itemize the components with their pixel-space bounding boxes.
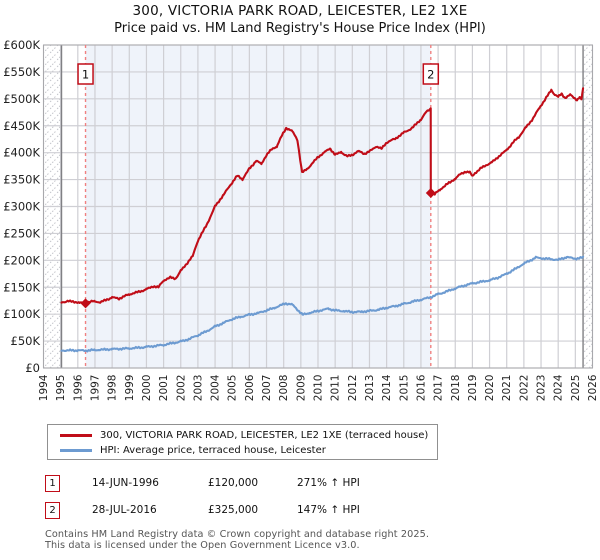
svg-text:2018: 2018 bbox=[450, 375, 462, 402]
svg-text:£100K: £100K bbox=[3, 307, 40, 321]
svg-text:2019: 2019 bbox=[467, 375, 479, 402]
transaction-row-2: 2 28-JUL-2016 £325,000 147% ↑ HPI bbox=[0, 502, 600, 522]
copyright-line: Contains HM Land Registry data © Crown c… bbox=[45, 529, 430, 540]
transaction-2-marker: 2 bbox=[45, 502, 60, 519]
blue-line-swatch bbox=[60, 449, 92, 452]
svg-text:2001: 2001 bbox=[158, 375, 170, 402]
svg-text:1996: 1996 bbox=[72, 374, 84, 401]
svg-text:2020: 2020 bbox=[484, 375, 496, 402]
svg-text:£250K: £250K bbox=[3, 226, 40, 240]
svg-text:2010: 2010 bbox=[313, 375, 325, 402]
svg-text:£50K: £50K bbox=[11, 334, 41, 348]
red-line-swatch bbox=[60, 434, 92, 437]
svg-text:1998: 1998 bbox=[107, 375, 119, 402]
svg-text:2016: 2016 bbox=[415, 374, 427, 401]
svg-text:2008: 2008 bbox=[278, 375, 290, 402]
legend-item-hpi: HPI: Average price, terraced house, Leic… bbox=[60, 443, 437, 458]
svg-text:£200K: £200K bbox=[3, 253, 40, 267]
svg-text:£500K: £500K bbox=[3, 92, 40, 106]
transaction-1-marker: 1 bbox=[45, 475, 60, 492]
svg-text:2004: 2004 bbox=[210, 374, 222, 401]
svg-text:2025: 2025 bbox=[570, 375, 582, 402]
transaction-row-1: 1 14-JUN-1996 £120,000 271% ↑ HPI bbox=[0, 475, 600, 495]
svg-text:2006: 2006 bbox=[244, 374, 256, 401]
svg-text:2024: 2024 bbox=[553, 374, 565, 401]
svg-text:1997: 1997 bbox=[89, 375, 101, 402]
svg-text:2002: 2002 bbox=[175, 375, 187, 402]
svg-text:1: 1 bbox=[82, 68, 89, 82]
svg-text:£350K: £350K bbox=[3, 173, 40, 187]
transaction-1-hpi-change: 271% ↑ HPI bbox=[297, 477, 360, 489]
chart-legend: 300, VICTORIA PARK ROAD, LEICESTER, LE2 … bbox=[47, 424, 438, 460]
transaction-2-price: £325,000 bbox=[208, 504, 259, 516]
license-footer: Contains HM Land Registry data © Crown c… bbox=[45, 529, 430, 551]
svg-text:2000: 2000 bbox=[141, 375, 153, 402]
svg-text:2003: 2003 bbox=[192, 375, 204, 402]
svg-text:2017: 2017 bbox=[433, 375, 445, 402]
page-subtitle: Price paid vs. HM Land Registry's House … bbox=[114, 21, 486, 36]
svg-text:2011: 2011 bbox=[330, 375, 342, 402]
svg-text:£400K: £400K bbox=[3, 146, 40, 160]
svg-text:1995: 1995 bbox=[55, 375, 67, 402]
svg-text:£150K: £150K bbox=[3, 280, 40, 294]
svg-text:1994: 1994 bbox=[38, 374, 50, 401]
svg-text:2007: 2007 bbox=[261, 375, 273, 402]
transaction-2-date: 28-JUL-2016 bbox=[92, 504, 157, 516]
svg-text:2022: 2022 bbox=[518, 375, 530, 402]
price-history-chart: 1 2 £0 £50K £100K £150K £200K £250K £300K £350K £4… bbox=[3, 40, 599, 402]
svg-text:2023: 2023 bbox=[536, 375, 548, 402]
svg-text:2014: 2014 bbox=[381, 374, 393, 401]
svg-text:2009: 2009 bbox=[295, 375, 307, 402]
transaction-1-price: £120,000 bbox=[208, 477, 259, 489]
svg-text:2021: 2021 bbox=[501, 375, 513, 402]
legend-label-property: 300, VICTORIA PARK ROAD, LEICESTER, LE2 … bbox=[100, 430, 429, 441]
transaction-2-hpi-change: 147% ↑ HPI bbox=[297, 504, 360, 516]
page-title: 300, VICTORIA PARK ROAD, LEICESTER, LE2 … bbox=[132, 3, 468, 19]
legend-label-hpi: HPI: Average price, terraced house, Leic… bbox=[100, 445, 326, 456]
svg-text:£300K: £300K bbox=[3, 200, 40, 214]
licence-line: This data is licensed under the Open Gov… bbox=[45, 539, 360, 551]
svg-text:£450K: £450K bbox=[3, 119, 40, 133]
transaction-1-date: 14-JUN-1996 bbox=[92, 477, 159, 489]
svg-text:£0: £0 bbox=[25, 361, 40, 375]
svg-text:2: 2 bbox=[427, 68, 434, 82]
svg-text:2013: 2013 bbox=[364, 375, 376, 402]
svg-text:2026: 2026 bbox=[587, 374, 599, 401]
legend-item-property: 300, VICTORIA PARK ROAD, LEICESTER, LE2 … bbox=[60, 428, 437, 443]
svg-text:1999: 1999 bbox=[124, 375, 136, 402]
svg-text:2005: 2005 bbox=[227, 375, 239, 402]
svg-text:£600K: £600K bbox=[3, 40, 40, 52]
svg-text:£550K: £550K bbox=[3, 65, 40, 79]
svg-text:2012: 2012 bbox=[347, 375, 359, 402]
svg-text:2015: 2015 bbox=[398, 375, 410, 402]
